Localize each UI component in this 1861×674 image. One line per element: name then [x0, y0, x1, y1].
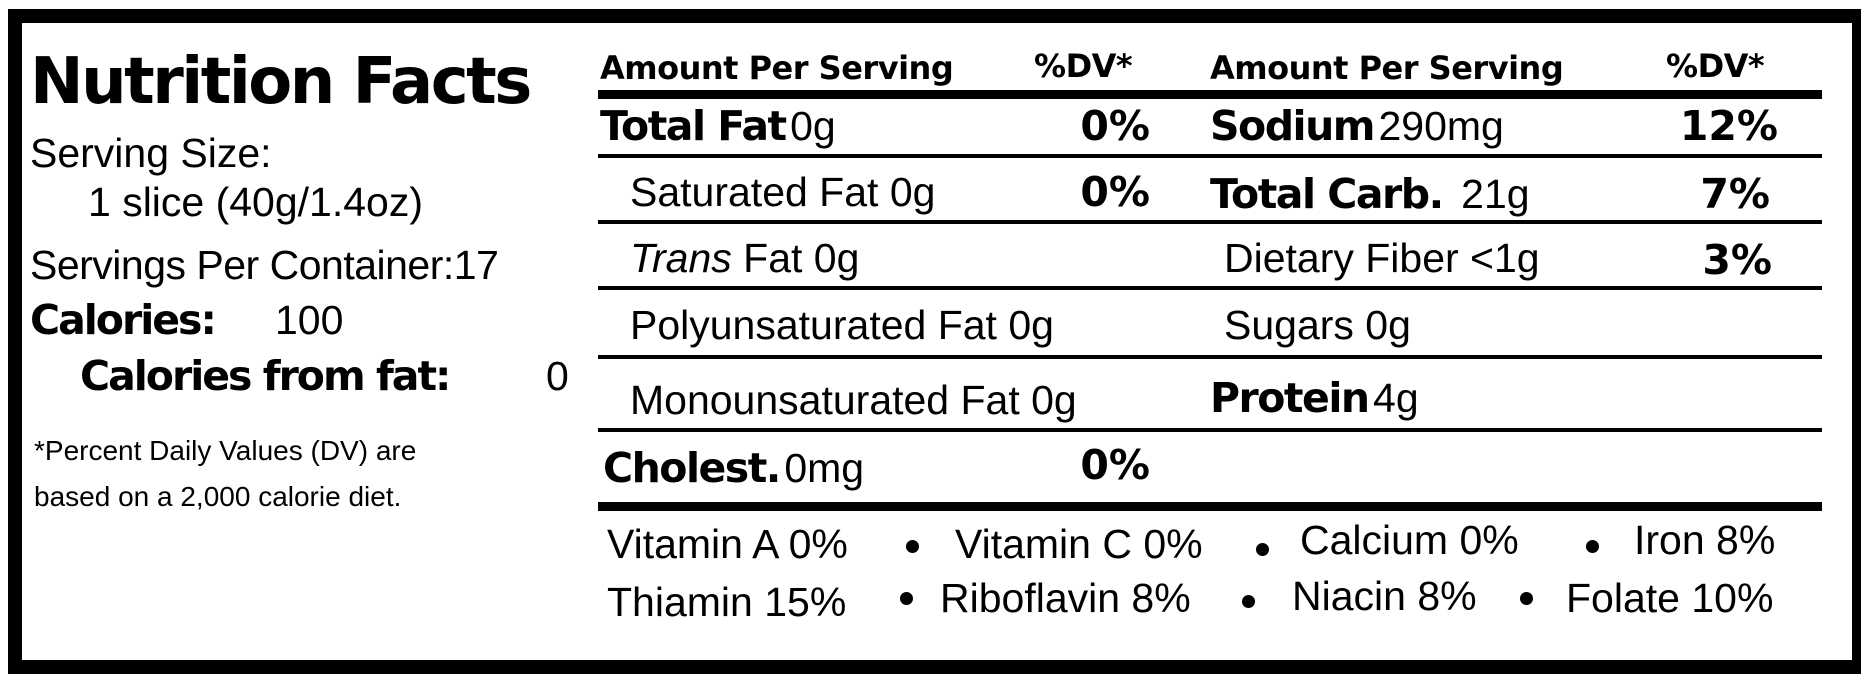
thiamin: Thiamin 15%: [607, 579, 847, 625]
dietary-fiber-label: Dietary Fiber <1g: [1224, 235, 1540, 281]
bullet-icon: [1242, 595, 1255, 608]
serving-size-value: 1 slice (40g/1.4oz): [88, 179, 424, 225]
total-fat-label: Total Fat: [600, 102, 787, 150]
calories-from-fat-label: Calories from fat:: [80, 352, 451, 400]
protein-label: Protein: [1210, 374, 1370, 422]
header-amount-right: Amount Per Serving: [1210, 49, 1564, 87]
row-protein: Protein 4g: [1210, 378, 1419, 419]
rule: [598, 355, 1822, 359]
servings-per-container: Servings Per Container:17: [30, 242, 499, 288]
thick-rule-bottom: [598, 502, 1822, 511]
total-fat-dv: 0%: [1080, 102, 1150, 150]
total-carb-label: Total Carb.: [1210, 170, 1444, 218]
calcium: Calcium 0%: [1300, 517, 1519, 563]
sodium-dv: 12%: [1679, 102, 1778, 150]
footnote-line-2: based on a 2,000 calorie diet.: [34, 481, 402, 512]
row-total-carb: Total Carb. 21g: [1210, 174, 1530, 215]
page-title: Nutrition Facts: [30, 45, 532, 119]
saturated-fat-dv: 0%: [1080, 168, 1150, 216]
bullet-icon: [906, 540, 919, 553]
serving-size-label: Serving Size:: [30, 130, 272, 176]
sugars-label: Sugars 0g: [1224, 302, 1411, 348]
calories-value: 100: [275, 297, 344, 343]
iron: Iron 8%: [1634, 517, 1776, 563]
trans-fat-italic: Trans: [630, 235, 732, 281]
calories-label: Calories:: [30, 296, 217, 344]
trans-fat-label: Fat 0g: [743, 235, 860, 281]
saturated-fat-label: Saturated Fat 0g: [630, 169, 936, 215]
bullet-icon: [1256, 543, 1269, 556]
thick-rule-top: [598, 90, 1822, 99]
sodium-amount: 290mg: [1378, 103, 1504, 149]
header-amount-left: Amount Per Serving: [600, 49, 954, 87]
niacin: Niacin 8%: [1292, 573, 1477, 619]
header-dv-left: %DV*: [1034, 47, 1133, 85]
bullet-icon: [1520, 592, 1533, 605]
protein-amount: 4g: [1373, 375, 1419, 421]
bullet-icon: [1586, 540, 1599, 553]
total-fat-amount: 0g: [790, 103, 836, 149]
cholesterol-dv: 0%: [1080, 441, 1150, 489]
rule: [598, 154, 1822, 158]
calories-from-fat-value: 0: [546, 353, 569, 399]
cholesterol-label: Cholest.: [603, 444, 781, 492]
riboflavin: Riboflavin 8%: [940, 575, 1191, 621]
dietary-fiber-dv: 3%: [1702, 236, 1772, 284]
row-sodium: Sodium 290mg: [1210, 106, 1504, 147]
rule: [598, 220, 1822, 224]
polyunsaturated-fat-label: Polyunsaturated Fat 0g: [630, 302, 1054, 348]
header-dv-right: %DV*: [1666, 47, 1765, 85]
cholesterol-amount: 0mg: [784, 445, 865, 491]
total-carb-amount: 21g: [1461, 171, 1530, 217]
row-cholesterol: Cholest. 0mg: [603, 448, 864, 489]
rule: [598, 286, 1822, 290]
sodium-label: Sodium: [1210, 102, 1376, 150]
folate: Folate 10%: [1566, 575, 1774, 621]
bullet-icon: [900, 592, 913, 605]
row-total-fat: Total Fat 0g: [600, 106, 836, 147]
row-trans-fat: Trans Fat 0g: [630, 238, 859, 279]
footnote-line-1: *Percent Daily Values (DV) are: [34, 435, 417, 466]
total-carb-dv: 7%: [1700, 170, 1770, 218]
vitamin-c: Vitamin C 0%: [955, 521, 1203, 567]
monounsaturated-fat-label: Monounsaturated Fat 0g: [630, 377, 1077, 423]
rule: [598, 428, 1822, 432]
vitamin-a: Vitamin A 0%: [607, 521, 848, 567]
